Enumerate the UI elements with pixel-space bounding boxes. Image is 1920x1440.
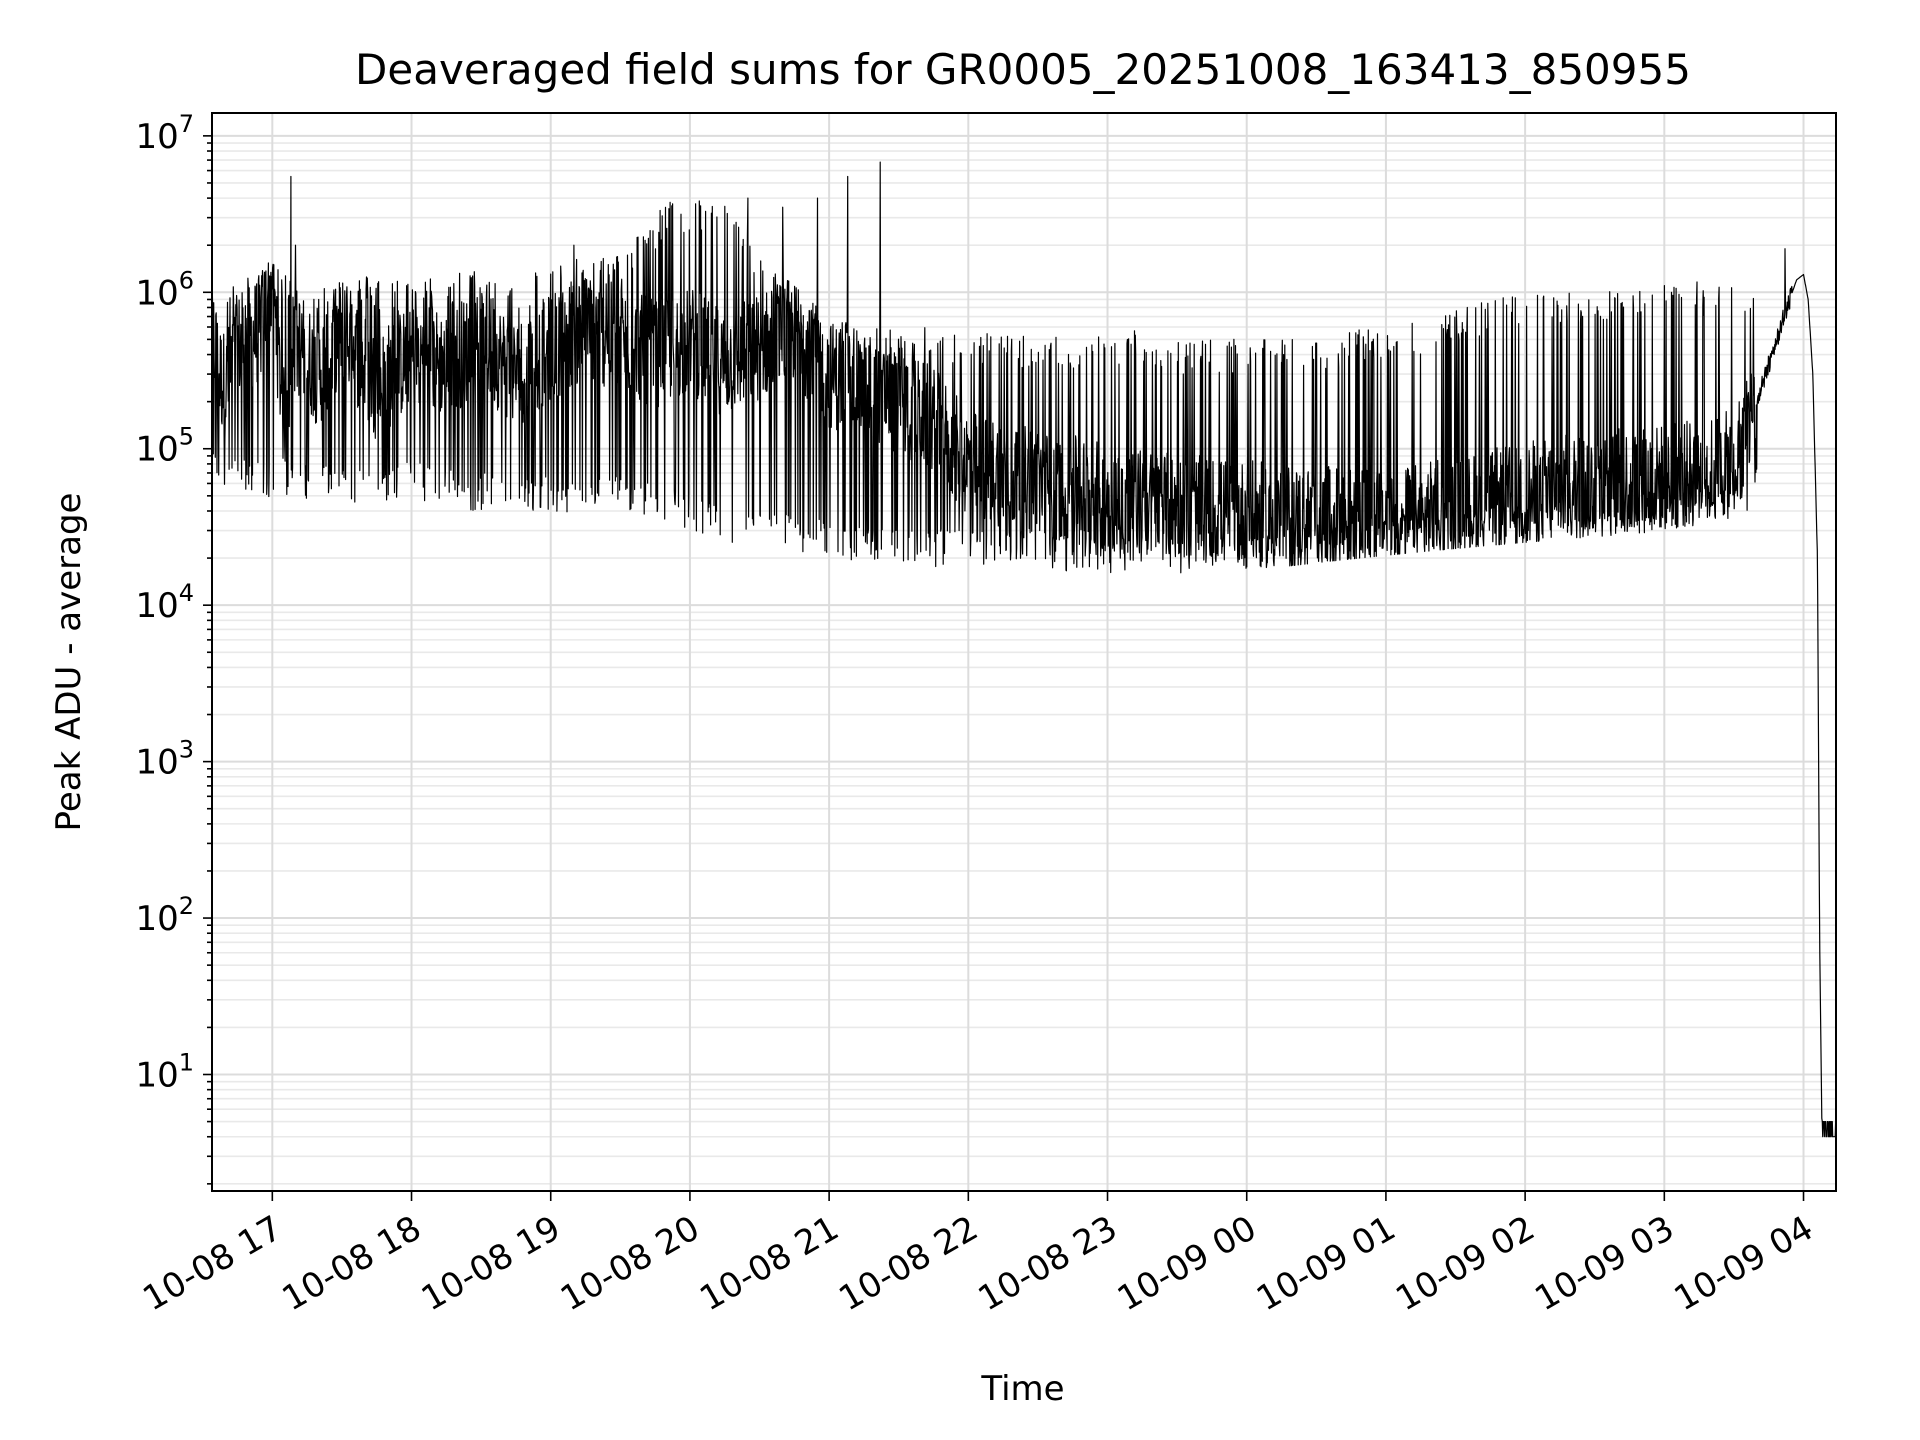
y-axis-title: Peak ADU - average (49, 493, 89, 832)
series-line (211, 161, 1837, 1138)
y-tick-label: 105 (135, 423, 194, 470)
y-tick-label: 101 (135, 1048, 194, 1095)
y-tick-label: 103 (135, 736, 194, 783)
y-tick-label: 106 (135, 266, 194, 313)
y-tick-label: 107 (135, 110, 194, 157)
data-layer (211, 161, 1837, 1138)
grid-layer (212, 113, 1836, 1191)
y-tick-label: 102 (135, 892, 194, 939)
x-axis-title: Time (980, 1369, 1064, 1409)
chart-title: Deaveraged field sums for GR0005_2025100… (355, 45, 1691, 94)
y-tick-label: 104 (135, 579, 194, 626)
